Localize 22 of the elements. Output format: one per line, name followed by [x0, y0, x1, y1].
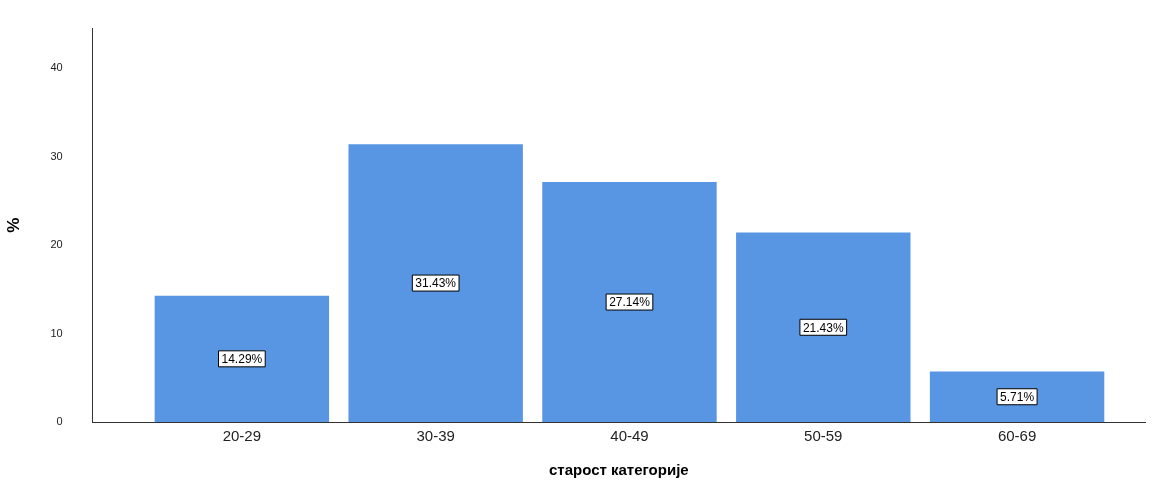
y-tick-label: 10	[50, 326, 63, 339]
data-label: 5.71%	[1000, 390, 1035, 405]
y-tick-label: 40	[50, 61, 63, 74]
data-label: 21.43%	[802, 320, 844, 335]
bar	[348, 144, 523, 422]
bar	[736, 232, 911, 422]
y-tick-label: 20	[50, 238, 63, 251]
bar	[154, 295, 330, 422]
y-tick-label: 0	[56, 415, 63, 428]
x-tick-label: 60-69	[997, 427, 1037, 445]
x-axis-title: старост категорије	[548, 461, 689, 479]
y-axis-title: %	[3, 217, 23, 233]
data-label: 27.14%	[609, 295, 651, 310]
bar	[542, 182, 717, 422]
data-label: 31.43%	[415, 276, 457, 291]
x-tick-label: 50-59	[804, 427, 843, 445]
x-tick-label: 20-29	[222, 427, 262, 445]
x-tick-label: 30-39	[416, 427, 455, 445]
y-tick-label: 30	[50, 149, 63, 162]
x-tick-label: 40-49	[610, 427, 649, 445]
bar	[929, 371, 1105, 422]
data-label: 14.29%	[221, 352, 263, 367]
